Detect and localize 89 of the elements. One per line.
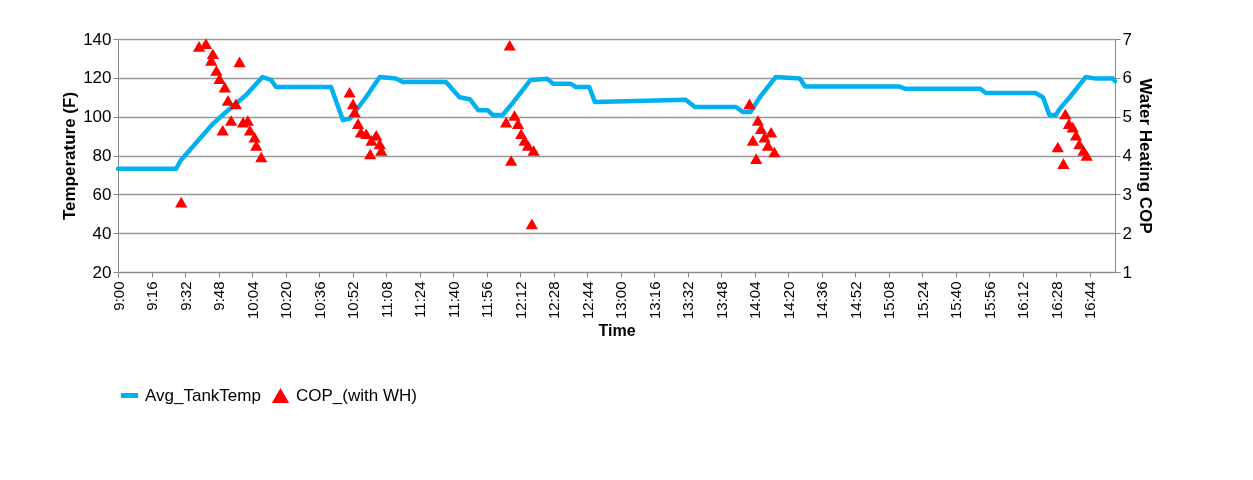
point [1059,108,1072,120]
point [527,145,540,156]
x-tick-label: 11:56 [478,281,496,318]
line-series [115,74,1118,171]
point [199,38,213,49]
point [1051,141,1064,153]
point [751,115,765,126]
point [499,116,513,128]
x-tick-label: 12:44 [578,281,596,320]
point [521,140,535,151]
y2-tick-label: 5 [1122,107,1132,127]
legend-label: Avg_TankTemp [145,385,261,405]
x-tick-label: 13:32 [679,281,697,320]
x-tick-label: 16:44 [1081,281,1099,320]
x-tick-label: 10:20 [277,281,295,320]
point [511,118,525,129]
y-axis-title: Temperature (F) [60,91,80,221]
x-tick-label: 12:28 [545,281,563,320]
x-tick-label: 16:12 [1014,281,1032,320]
point [761,140,775,151]
point [1057,158,1070,169]
point [346,98,360,110]
y2-tick-label: 6 [1122,68,1132,88]
y-tick-label: 140 [83,29,112,49]
point [210,65,223,76]
x-tick-label: 9:16 [143,281,161,311]
point [754,123,768,135]
point [343,86,356,98]
point [255,151,268,163]
x-tick-label: 14:04 [746,281,764,320]
x-tick-label: 16:28 [1047,281,1065,320]
point [503,39,516,51]
point [351,118,365,129]
x-tick-label: 9:48 [210,281,228,311]
x-tick-label: 12:12 [511,281,529,320]
x-tick-label: 9:00 [109,281,127,311]
point [1069,130,1083,141]
y2-tick-label: 7 [1122,29,1132,49]
legend-label: COP_(with WH) [296,385,417,405]
point [746,135,760,146]
y-tick-label: 80 [92,146,112,165]
x-tick-label: 15:40 [947,281,965,320]
x-tick-label: 10:36 [310,281,328,320]
x-tick-label: 13:16 [645,281,663,320]
x-tick-label: 15:56 [980,281,998,320]
point [221,95,235,106]
point [175,196,188,208]
x-tick-label: 15:08 [880,281,898,320]
x-tick-label: 11:24 [411,281,429,318]
x-tick-label: 14:52 [846,281,864,320]
x-tick-label: 15:24 [913,281,931,320]
point [218,81,231,93]
y-tick-label: 60 [92,184,112,204]
point [768,146,781,158]
point [206,48,220,60]
x-tick-label: 13:00 [612,281,630,320]
x-tick-label: 11:40 [444,281,462,318]
y2-tick-label: 1 [1122,262,1132,282]
point [504,155,518,166]
point [224,115,238,126]
y2-axis-title: Water Heating COP [1135,78,1155,234]
x-axis-title: Time [598,322,636,340]
x-tick-label: 14:20 [779,281,797,320]
y-tick-label: 40 [92,223,112,243]
y-tick-label: 120 [83,68,112,88]
point [765,126,778,138]
y-tick-label: 20 [92,262,112,282]
y2-tick-label: 4 [1122,146,1132,165]
point [248,131,261,143]
x-tick-label: 10:04 [243,281,261,320]
x-tick-label: 9:32 [176,281,194,311]
point [192,41,206,52]
point [216,124,229,136]
x-tick-label: 13:48 [712,281,730,320]
x-tick-label: 10:52 [344,281,362,320]
y2-tick-label: 2 [1122,223,1132,243]
point [229,98,243,110]
x-tick-label: 11:08 [377,281,395,318]
point [743,98,756,110]
point [233,56,246,68]
y2-tick-label: 3 [1122,184,1132,204]
point [750,153,763,164]
x-tick-label: 14:36 [813,281,831,320]
y-tick-label: 100 [83,107,112,127]
point [1080,150,1093,161]
point [525,218,538,230]
point [243,124,257,136]
point [364,148,377,160]
point [508,110,521,121]
